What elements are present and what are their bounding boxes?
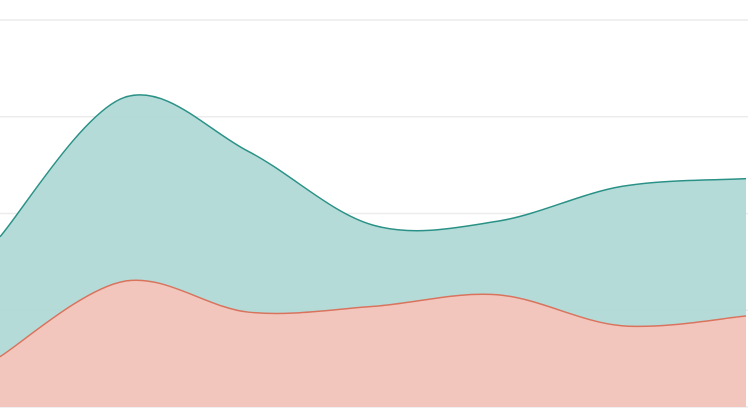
area-fill [0, 280, 746, 407]
area-line [0, 94, 747, 238]
area-line [0, 279, 747, 358]
